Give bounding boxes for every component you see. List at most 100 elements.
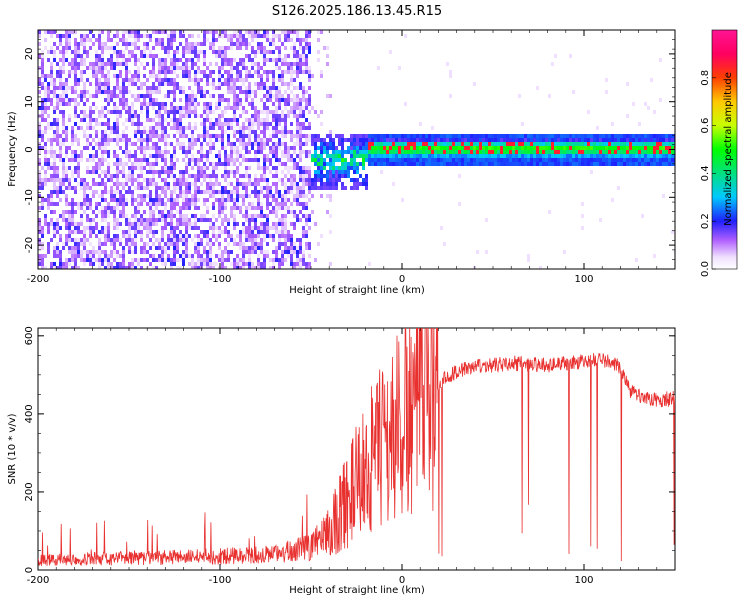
heatmap-cell bbox=[137, 78, 140, 82]
heatmap-cell bbox=[170, 126, 173, 130]
heatmap-cell bbox=[206, 190, 209, 194]
heatmap-cell bbox=[302, 126, 305, 130]
heatmap-cell bbox=[68, 214, 71, 218]
heatmap-cell bbox=[308, 138, 311, 142]
heatmap-cell bbox=[293, 246, 296, 250]
heatmap-cell bbox=[365, 178, 368, 182]
heatmap-cell bbox=[206, 106, 209, 110]
heatmap-cell bbox=[86, 138, 89, 142]
heatmap-cell bbox=[188, 58, 191, 62]
heatmap-cell bbox=[74, 62, 77, 66]
heatmap-cell bbox=[299, 246, 302, 250]
heatmap-cell bbox=[203, 126, 206, 130]
heatmap-cell bbox=[149, 262, 152, 266]
heatmap-cell bbox=[74, 254, 77, 258]
heatmap-cell bbox=[551, 138, 554, 142]
heatmap-cell bbox=[530, 146, 533, 150]
heatmap-cell bbox=[143, 194, 146, 198]
heatmap-cell bbox=[221, 126, 224, 130]
heatmap-cell bbox=[176, 266, 179, 269]
heatmap-cell bbox=[104, 98, 107, 102]
heatmap-cell bbox=[236, 262, 239, 266]
heatmap-cell bbox=[485, 154, 488, 158]
heatmap-cell bbox=[578, 158, 581, 162]
heatmap-cell bbox=[152, 162, 155, 166]
heatmap-cell bbox=[293, 226, 296, 230]
heatmap-cell bbox=[173, 54, 176, 58]
heatmap-cell bbox=[299, 190, 302, 194]
heatmap-cell bbox=[263, 238, 266, 242]
heatmap-cell bbox=[77, 206, 80, 210]
heatmap-cell bbox=[200, 134, 203, 138]
heatmap-cell bbox=[122, 122, 125, 126]
heatmap-cell bbox=[203, 190, 206, 194]
heatmap-cell bbox=[68, 86, 71, 90]
heatmap-cell bbox=[605, 158, 608, 162]
heatmap-cell bbox=[242, 230, 245, 234]
heatmap-cell bbox=[455, 146, 458, 150]
heatmap-cell bbox=[149, 194, 152, 198]
heatmap-cell bbox=[506, 138, 509, 142]
heatmap-cell bbox=[317, 50, 320, 54]
heatmap-cell bbox=[251, 202, 254, 206]
heatmap-cell bbox=[539, 162, 542, 166]
heatmap-cell bbox=[125, 30, 128, 34]
heatmap-cell bbox=[95, 122, 98, 126]
heatmap-cell bbox=[194, 214, 197, 218]
heatmap-cell bbox=[266, 178, 269, 182]
heatmap-cell bbox=[83, 230, 86, 234]
heatmap-cell bbox=[545, 150, 548, 154]
heatmap-cell bbox=[326, 146, 329, 150]
heatmap-cell bbox=[128, 30, 131, 34]
heatmap-cell bbox=[221, 162, 224, 166]
heatmap-cell bbox=[245, 246, 248, 250]
heatmap-cell bbox=[350, 178, 353, 182]
heatmap-cell bbox=[269, 194, 272, 198]
heatmap-cell bbox=[281, 142, 284, 146]
heatmap-cell bbox=[173, 174, 176, 178]
heatmap-cell bbox=[275, 106, 278, 110]
heatmap-cell bbox=[176, 142, 179, 146]
heatmap-cell bbox=[233, 238, 236, 242]
heatmap-cell bbox=[251, 118, 254, 122]
heatmap-cell bbox=[242, 62, 245, 66]
heatmap-cell bbox=[302, 194, 305, 198]
heatmap-cell bbox=[158, 106, 161, 110]
heatmap-cell bbox=[191, 90, 194, 94]
heatmap-cell bbox=[206, 90, 209, 94]
heatmap-cell bbox=[206, 166, 209, 170]
heatmap-cell bbox=[149, 226, 152, 230]
heatmap-cell bbox=[206, 250, 209, 254]
heatmap-cell bbox=[245, 126, 248, 130]
heatmap-cell bbox=[200, 258, 203, 262]
heatmap-cell bbox=[38, 182, 41, 186]
heatmap-cell bbox=[128, 118, 131, 122]
heatmap-cell bbox=[485, 218, 488, 222]
heatmap-cell bbox=[83, 234, 86, 238]
heatmap-cell bbox=[167, 246, 170, 250]
heatmap-cell bbox=[176, 210, 179, 214]
heatmap-cell bbox=[326, 210, 329, 214]
heatmap-cell bbox=[317, 146, 320, 150]
heatmap-cell bbox=[263, 94, 266, 98]
heatmap-cell bbox=[179, 98, 182, 102]
heatmap-cell bbox=[110, 98, 113, 102]
heatmap-cell bbox=[302, 258, 305, 262]
heatmap-cell bbox=[158, 58, 161, 62]
heatmap-cell bbox=[308, 254, 311, 258]
heatmap-cell bbox=[200, 262, 203, 266]
heatmap-cell bbox=[113, 190, 116, 194]
heatmap-cell bbox=[329, 186, 332, 190]
heatmap-cell bbox=[197, 262, 200, 266]
heatmap-cell bbox=[188, 254, 191, 258]
heatmap-cell bbox=[206, 230, 209, 234]
heatmap-cell bbox=[104, 82, 107, 86]
heatmap-cell bbox=[224, 154, 227, 158]
heatmap-cell bbox=[194, 62, 197, 66]
heatmap-cell bbox=[104, 114, 107, 118]
heatmap-cell bbox=[266, 114, 269, 118]
heatmap-cell bbox=[305, 166, 308, 170]
heatmap-cell bbox=[263, 134, 266, 138]
heatmap-cell bbox=[131, 42, 134, 46]
heatmap-cell bbox=[296, 154, 299, 158]
